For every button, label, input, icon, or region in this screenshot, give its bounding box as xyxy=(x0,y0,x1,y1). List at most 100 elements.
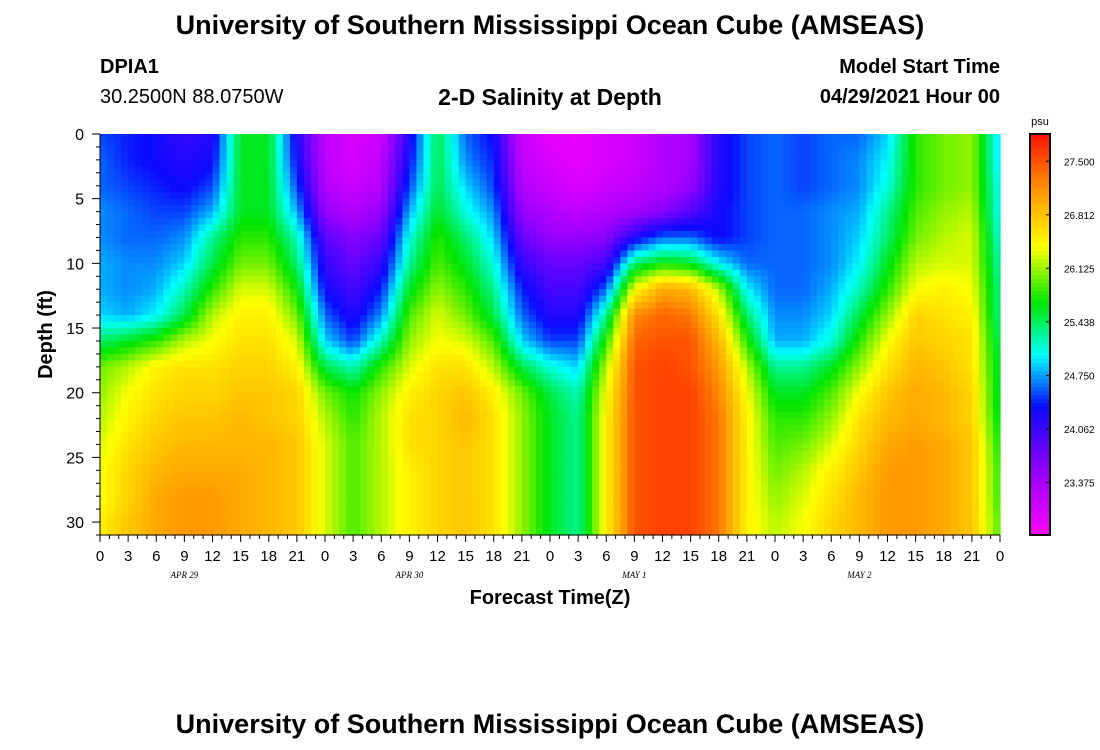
heatmap-cell xyxy=(268,308,277,316)
heatmap-cell xyxy=(929,140,938,148)
heatmap-cell xyxy=(472,243,481,252)
heatmap-cell xyxy=(353,146,361,155)
heatmap-cell xyxy=(922,302,931,310)
heatmap-cell xyxy=(662,289,671,297)
heatmap-cell xyxy=(416,321,425,329)
heatmap-cell xyxy=(711,263,720,271)
heatmap-cell xyxy=(458,308,467,316)
heatmap-cell xyxy=(514,218,523,226)
heatmap-cell xyxy=(634,373,643,381)
heatmap-cell xyxy=(121,159,129,167)
heatmap-cell xyxy=(648,205,657,213)
heatmap-cell xyxy=(550,282,558,290)
heatmap-cell xyxy=(317,289,326,297)
heatmap-cell xyxy=(641,321,650,329)
heatmap-cell xyxy=(233,315,242,323)
heatmap-cell xyxy=(135,237,143,245)
heatmap-cell xyxy=(585,140,593,148)
heatmap-cell xyxy=(507,334,516,342)
heatmap-cell xyxy=(149,192,157,200)
heatmap-cell xyxy=(451,328,460,336)
heatmap-cell xyxy=(550,250,558,258)
heatmap-cell xyxy=(149,334,157,342)
heatmap-cell xyxy=(388,146,396,155)
heatmap-cell xyxy=(690,179,699,187)
heatmap-cell xyxy=(275,166,284,174)
heatmap-cell xyxy=(627,140,635,148)
heatmap-cell xyxy=(472,282,481,290)
heatmap-cell xyxy=(676,146,685,155)
heatmap-cell xyxy=(346,198,354,206)
heatmap-cell xyxy=(507,192,516,200)
heatmap-cell xyxy=(620,198,628,206)
heatmap-cell xyxy=(810,224,818,232)
heatmap-cell xyxy=(479,340,488,349)
heatmap-cell xyxy=(775,340,783,349)
heatmap-cell xyxy=(493,166,502,174)
heatmap-cell xyxy=(289,146,298,155)
heatmap-cell xyxy=(388,347,396,355)
heatmap-cell xyxy=(107,256,115,264)
heatmap-cell xyxy=(718,205,727,213)
heatmap-cell xyxy=(971,205,980,213)
heatmap-cell xyxy=(704,159,713,167)
heatmap-cell xyxy=(451,302,460,310)
heatmap-cell xyxy=(746,256,755,264)
heatmap-cell xyxy=(226,334,235,342)
heatmap-cell xyxy=(922,263,931,271)
heatmap-cell xyxy=(613,276,621,284)
heatmap-cell xyxy=(219,179,228,187)
heatmap-cell xyxy=(648,269,657,277)
heatmap-cell xyxy=(486,295,495,303)
heatmap-cell xyxy=(156,140,164,148)
heatmap-cell xyxy=(303,315,312,323)
heatmap-cell xyxy=(226,308,235,316)
heatmap-cell xyxy=(873,340,882,349)
heatmap-cell xyxy=(226,263,235,271)
heatmap-cell xyxy=(732,159,741,167)
heatmap-cell xyxy=(353,302,361,310)
heatmap-cell xyxy=(535,295,544,303)
heatmap-cell xyxy=(205,373,214,381)
heatmap-cell xyxy=(275,282,284,290)
heatmap-cell xyxy=(458,334,467,342)
heatmap-cell xyxy=(992,218,1001,226)
heatmap-cell xyxy=(929,159,938,167)
heatmap-cell xyxy=(782,185,790,193)
heatmap-cell xyxy=(641,315,650,323)
heatmap-cell xyxy=(880,153,889,161)
heatmap-cell xyxy=(374,308,382,316)
heatmap-cell xyxy=(704,353,713,361)
heatmap-cell xyxy=(128,237,136,245)
heatmap-cell xyxy=(711,308,720,316)
heatmap-cell xyxy=(655,211,664,219)
heatmap-cell xyxy=(838,140,846,148)
heatmap-cell xyxy=(142,295,150,303)
heatmap-cell xyxy=(542,256,551,264)
heatmap-cell xyxy=(627,347,635,355)
heatmap-cell xyxy=(606,243,614,252)
heatmap-cell xyxy=(824,237,832,245)
heatmap-cell xyxy=(901,328,910,336)
heatmap-cell xyxy=(697,166,706,174)
heatmap-cell xyxy=(282,256,291,264)
heatmap-cell xyxy=(275,205,284,213)
heatmap-cell xyxy=(627,360,635,368)
heatmap-cell xyxy=(655,243,664,252)
heatmap-cell xyxy=(585,166,593,174)
heatmap-cell xyxy=(550,134,558,142)
heatmap-cell xyxy=(156,328,164,336)
heatmap-cell xyxy=(458,263,467,271)
heatmap-cell xyxy=(233,153,242,161)
heatmap-cell xyxy=(205,192,214,200)
heatmap-cell xyxy=(578,250,586,258)
heatmap-cell xyxy=(416,231,425,239)
heatmap-cell xyxy=(303,211,312,219)
heatmap-cell xyxy=(803,185,811,193)
heatmap-cell xyxy=(739,185,748,193)
heatmap-cell xyxy=(704,179,713,187)
heatmap-cell xyxy=(725,140,734,148)
heatmap-cell xyxy=(444,289,453,297)
heatmap-cell xyxy=(845,263,853,271)
heatmap-cell xyxy=(753,276,762,284)
